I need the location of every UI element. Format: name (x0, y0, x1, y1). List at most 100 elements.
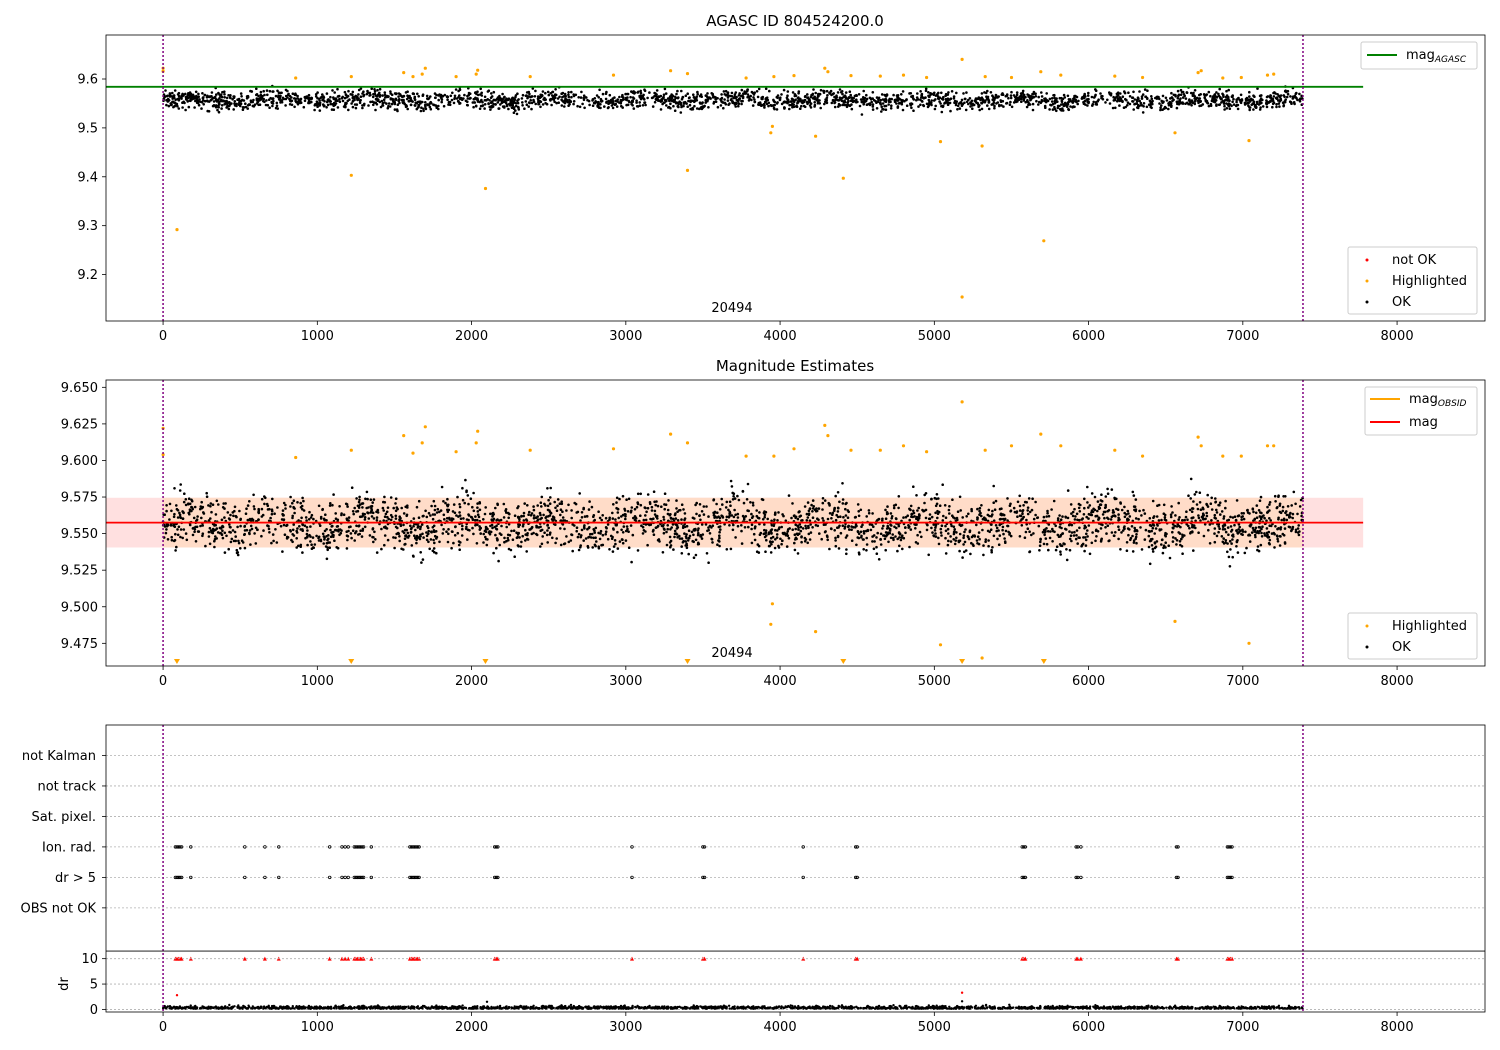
magnitude-ok-point (239, 547, 242, 550)
magnitude-ok-point (807, 524, 810, 528)
agasc-ok-point (315, 100, 319, 103)
agasc-ok-point (497, 107, 501, 110)
agasc-panel: AGASC ID 804524200.0 0 1000 2000 3000 4000 50… (77, 12, 1486, 344)
agasc-ok-point (655, 89, 659, 92)
agasc-ok-point (1061, 97, 1065, 101)
magnitude-ok-point (1294, 530, 1298, 534)
agasc-ok-point (767, 104, 770, 108)
agasc-ok-point (1261, 105, 1265, 108)
agasc-ok-point (910, 106, 913, 110)
magnitude-ok-point (336, 546, 340, 550)
agasc-ok-point (389, 97, 393, 101)
agasc-ok-point (1284, 98, 1287, 101)
agasc-ok-point (318, 99, 321, 102)
agasc-ok-point (1069, 105, 1072, 108)
magnitude-ok-point (450, 517, 454, 520)
agasc-ok-point (989, 91, 993, 94)
magnitude-ok-point (347, 516, 351, 519)
agasc-ok-point (985, 95, 988, 98)
magnitude-ok-point (236, 525, 239, 529)
agasc-ok-point (510, 99, 514, 103)
magnitude-ok-point (684, 535, 688, 538)
magnitude-ok-point (916, 509, 919, 512)
magnitude-ok-point (990, 515, 993, 518)
magnitude-ok-point (525, 550, 528, 553)
magnitude-ok-point (1269, 519, 1272, 522)
agasc-ok-point (1188, 102, 1191, 106)
agasc-ok-point (512, 111, 516, 114)
agasc-ok-point (765, 102, 769, 106)
magnitude-ok-point (357, 504, 361, 508)
agasc-ok-point (294, 99, 297, 103)
agasc-ok-point (705, 94, 708, 98)
agasc-ok-point (373, 101, 376, 104)
magnitude-ok-point (1174, 537, 1177, 540)
magnitude-ok-point (1022, 504, 1025, 507)
magnitude-ok-point (936, 516, 939, 520)
agasc-ok-point (296, 94, 299, 98)
magnitude-ok-point (871, 512, 874, 515)
magnitude-ok-point (1260, 535, 1264, 538)
agasc-ok-point (351, 99, 355, 102)
agasc-ok-point (217, 91, 220, 95)
magnitude-ok-point (676, 519, 680, 522)
agasc-ok-point (1091, 104, 1094, 107)
agasc-ok-point (993, 104, 996, 108)
magnitude-ok-point (1000, 507, 1003, 511)
magnitude-ok-point (1156, 524, 1159, 527)
agasc-ok-point (744, 92, 748, 95)
agasc-ok-point (381, 94, 384, 97)
magnitude-ok-point (761, 518, 765, 521)
magnitude-ok-point (282, 518, 286, 521)
agasc-ok-point (892, 93, 895, 97)
magnitude-ok-point (753, 526, 757, 530)
magnitude-ok-point (786, 530, 789, 533)
magnitude-ok-point (806, 501, 810, 504)
magnitude-ok-point (650, 505, 654, 509)
agasc-ok-point (1133, 98, 1137, 101)
magnitude-ok-point (599, 529, 603, 533)
magnitude-ok-point (1196, 507, 1200, 511)
agasc-ok-point (265, 89, 269, 92)
agasc-ok-point (1007, 96, 1010, 100)
agasc-ok-point (577, 96, 580, 99)
magnitude-ok-point (355, 497, 358, 500)
agasc-ok-point (740, 94, 743, 98)
magnitude-ok-point (875, 545, 878, 549)
magnitude-ok-point (419, 527, 422, 531)
magnitude-ok-point (768, 544, 771, 548)
magnitude-ok-point (351, 510, 355, 513)
magnitude-ok-point (1219, 513, 1222, 516)
magnitude-ok-point (673, 513, 677, 517)
agasc-ok-point (582, 94, 586, 97)
agasc-ok-point (801, 99, 805, 102)
agasc-ok-point (1240, 99, 1244, 102)
agasc-ok-point (768, 89, 771, 93)
agasc-ok-point (724, 94, 728, 97)
magnitude-ok-point (1218, 501, 1222, 505)
magnitude-ok-point (272, 539, 275, 543)
magnitude-ok-point (593, 543, 597, 547)
agasc-ok-point (388, 105, 392, 108)
agasc-ok-point (350, 102, 353, 105)
agasc-ok-point (433, 92, 437, 95)
magnitude-ok-point (361, 506, 364, 509)
magnitude-ok-point (179, 535, 182, 539)
magnitude-ok-point (736, 516, 740, 519)
magnitude-ok-point (252, 505, 256, 508)
agasc-ok-point (393, 92, 397, 95)
agasc-ok-point (409, 103, 413, 107)
magnitude-ok-point (663, 492, 667, 496)
agasc-ok-point (262, 89, 266, 93)
magnitude-ok-point (530, 512, 534, 515)
magnitude-ok-point (380, 527, 383, 531)
magnitude-ok-point (201, 532, 205, 535)
agasc-ok-point (933, 91, 936, 95)
agasc-ok-point (1026, 99, 1029, 102)
magnitude-ok-point (438, 540, 441, 544)
magnitude-ok-point (963, 550, 966, 554)
agasc-ok-point (628, 100, 631, 104)
agasc-xtick-label: 0 (159, 329, 167, 344)
agasc-ok-point (193, 106, 196, 109)
magnitude-ok-point (475, 542, 479, 545)
